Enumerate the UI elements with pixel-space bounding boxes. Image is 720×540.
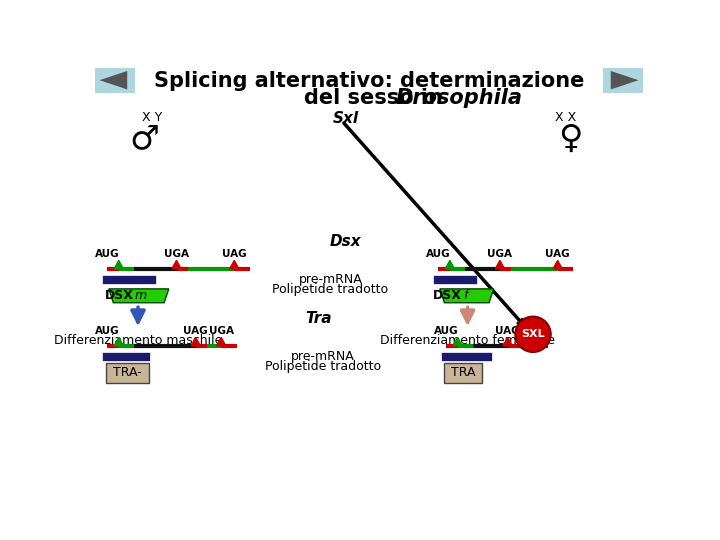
Text: X X: X X bbox=[554, 111, 576, 124]
Polygon shape bbox=[114, 338, 123, 346]
Text: AUG: AUG bbox=[95, 249, 120, 259]
FancyBboxPatch shape bbox=[106, 363, 149, 383]
Polygon shape bbox=[99, 71, 127, 90]
Text: pre-mRNA: pre-mRNA bbox=[291, 350, 355, 363]
Text: Polipetide tradotto: Polipetide tradotto bbox=[272, 283, 389, 296]
Text: m: m bbox=[135, 289, 147, 302]
Text: Polipetide tradotto: Polipetide tradotto bbox=[265, 360, 381, 373]
FancyBboxPatch shape bbox=[95, 68, 135, 92]
Text: AUG: AUG bbox=[426, 249, 451, 259]
Text: DSX: DSX bbox=[433, 289, 462, 302]
Text: DSX: DSX bbox=[104, 289, 133, 302]
Polygon shape bbox=[172, 260, 181, 269]
Text: Differenziamento femminile: Differenziamento femminile bbox=[380, 334, 555, 347]
Polygon shape bbox=[191, 338, 200, 346]
Text: UAG: UAG bbox=[222, 249, 246, 259]
Polygon shape bbox=[440, 289, 494, 303]
Text: TRA: TRA bbox=[451, 366, 475, 379]
Text: ♀: ♀ bbox=[559, 122, 583, 155]
Text: Differenziamento maschile: Differenziamento maschile bbox=[54, 334, 222, 347]
Text: X Y: X Y bbox=[142, 111, 162, 124]
Text: UAG: UAG bbox=[545, 249, 570, 259]
Polygon shape bbox=[230, 260, 239, 269]
Text: UGA: UGA bbox=[487, 249, 513, 259]
Text: UGA: UGA bbox=[164, 249, 189, 259]
Text: UAG: UAG bbox=[495, 326, 520, 336]
Text: AUG: AUG bbox=[433, 326, 459, 336]
Text: f: f bbox=[463, 289, 467, 302]
Text: UGA: UGA bbox=[521, 326, 546, 336]
Polygon shape bbox=[109, 289, 168, 303]
Text: UGA: UGA bbox=[209, 326, 234, 336]
Circle shape bbox=[516, 316, 551, 352]
Text: SXL: SXL bbox=[521, 329, 545, 339]
Text: Splicing alternativo: determinazione: Splicing alternativo: determinazione bbox=[154, 71, 584, 91]
Text: AUG: AUG bbox=[95, 326, 120, 336]
FancyBboxPatch shape bbox=[603, 68, 643, 92]
FancyBboxPatch shape bbox=[444, 363, 482, 383]
Text: UAG: UAG bbox=[184, 326, 208, 336]
Text: Tra: Tra bbox=[306, 311, 332, 326]
Polygon shape bbox=[611, 71, 639, 90]
Polygon shape bbox=[445, 260, 454, 269]
Text: Sxl: Sxl bbox=[333, 111, 359, 126]
Polygon shape bbox=[528, 338, 538, 346]
Text: Drosophila: Drosophila bbox=[396, 88, 523, 108]
Text: Dsx: Dsx bbox=[330, 234, 361, 249]
Text: del sesso in: del sesso in bbox=[304, 88, 450, 108]
Polygon shape bbox=[217, 338, 226, 346]
Text: ♂: ♂ bbox=[129, 122, 159, 155]
Polygon shape bbox=[553, 260, 562, 269]
Polygon shape bbox=[114, 260, 123, 269]
Text: pre-mRNA: pre-mRNA bbox=[299, 273, 362, 286]
Polygon shape bbox=[453, 338, 462, 346]
Polygon shape bbox=[495, 260, 505, 269]
Text: TRA-: TRA- bbox=[113, 366, 142, 379]
Polygon shape bbox=[503, 338, 512, 346]
